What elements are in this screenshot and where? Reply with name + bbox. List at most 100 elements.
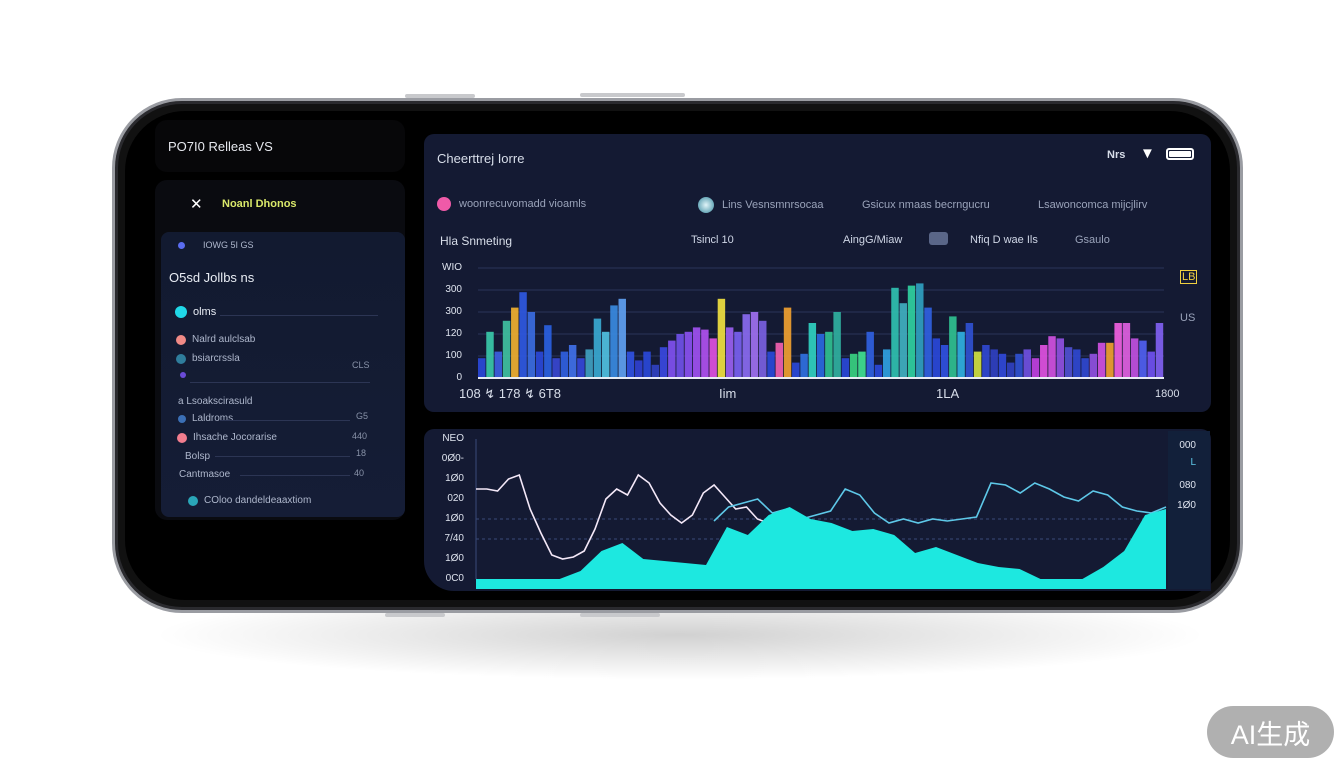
status-line: IOWG 5I GS — [178, 240, 254, 250]
y-tick-label: 0 — [456, 372, 462, 383]
status-text: IOWG 5I GS — [203, 240, 254, 250]
wifi-icon: ▼ — [1140, 145, 1155, 162]
menu-title: Noanl Dhonos — [222, 198, 297, 210]
bar — [709, 338, 717, 378]
bar — [949, 316, 957, 378]
bar — [593, 318, 602, 378]
bar — [998, 353, 1007, 378]
bar — [1089, 353, 1098, 378]
right-scale — [1168, 431, 1210, 589]
battery-icon — [1166, 148, 1194, 160]
y-tick-label: 0Ø0- — [441, 453, 464, 464]
x-tick-label: 108 ↯ 178 ↯ 6T8 — [459, 386, 562, 401]
y-tick-label: 100 — [445, 350, 462, 361]
area-series — [476, 507, 1166, 589]
bar — [486, 331, 494, 378]
panel-title: Cheerttrej Iorre — [437, 151, 525, 166]
list-item[interactable]: Cantmasoe — [179, 469, 231, 480]
bar — [866, 331, 874, 378]
bar — [494, 351, 502, 378]
bar — [601, 331, 610, 378]
list-item[interactable]: Bolsp — [185, 451, 211, 462]
bar — [535, 351, 544, 378]
x-tick-label: 1800 — [1155, 388, 1180, 400]
legend-dot-icon — [437, 197, 451, 211]
bar — [957, 331, 965, 378]
column-header: Nfiq D wae Ils — [970, 234, 1038, 246]
list-item-value: G5 — [356, 411, 369, 421]
bar — [1106, 342, 1114, 378]
bar — [982, 345, 990, 378]
bar — [560, 351, 569, 378]
bar — [1064, 347, 1073, 378]
list-item-value: 440 — [352, 431, 368, 441]
bar — [1139, 340, 1147, 378]
bar — [577, 358, 585, 378]
bar — [519, 292, 527, 378]
legend-item[interactable]: Lins Vesnsmnrsocaa — [698, 197, 824, 213]
side-button — [580, 613, 660, 617]
list-item[interactable]: Laldroms — [178, 413, 233, 424]
bar — [1015, 353, 1023, 378]
bar — [618, 298, 626, 378]
bar — [882, 349, 891, 378]
divider — [220, 315, 378, 316]
divider — [220, 420, 350, 421]
bar — [775, 342, 784, 378]
camera-icon[interactable] — [929, 232, 948, 245]
bar — [552, 358, 560, 378]
group-icon — [175, 306, 187, 318]
status-text: Nrs — [1107, 149, 1126, 161]
bar — [767, 351, 775, 378]
legend-item[interactable]: woonrecuvomadd vioamls — [437, 197, 586, 211]
bar — [1031, 358, 1040, 378]
list-item[interactable]: Ihsache Jocorarise — [177, 432, 277, 443]
bar — [701, 329, 709, 378]
list-item[interactable] — [180, 372, 186, 378]
bar — [478, 358, 486, 378]
y-tick-label: 0C0 — [445, 573, 464, 584]
list-item[interactable]: a Lsoakscirasuld — [178, 396, 253, 407]
bar — [585, 349, 593, 378]
y-tick-label: 7/40 — [444, 533, 464, 544]
bar — [932, 338, 941, 378]
x-tick-label: 1LA — [936, 386, 960, 401]
bar — [759, 320, 767, 378]
bar — [502, 320, 511, 378]
bar — [725, 327, 734, 378]
bar — [924, 307, 932, 378]
side-button — [385, 613, 445, 617]
bar — [626, 351, 635, 378]
group-label: olms — [175, 306, 216, 318]
y-tick-label: 1Ø0 — [445, 553, 464, 564]
close-icon[interactable]: ✕ — [190, 196, 203, 213]
legend-item[interactable]: Lsawoncomca mijcjlirv — [1038, 199, 1148, 211]
list-item[interactable]: bsiarcrssla — [176, 353, 240, 364]
x-tick-label: Iim — [719, 386, 737, 401]
list-item[interactable]: COloo dandeldeaaxtiom — [188, 495, 311, 506]
legend-item[interactable]: Gsicux nmaas becrngucru — [862, 199, 990, 211]
bar — [750, 312, 759, 378]
bar — [940, 345, 949, 378]
bar — [544, 325, 552, 378]
bar-chart — [478, 267, 1164, 379]
bar — [692, 327, 701, 378]
bar — [808, 323, 817, 378]
list-item[interactable]: Nalrd aulclsab — [176, 334, 255, 345]
bar — [511, 307, 519, 378]
column-header: Hla Snmeting — [440, 234, 513, 248]
globe-icon — [698, 197, 714, 213]
bar — [684, 331, 693, 378]
line-chart — [475, 439, 1167, 589]
bar — [1122, 323, 1131, 378]
bar — [643, 351, 651, 378]
bar — [1023, 349, 1031, 378]
bar — [1130, 338, 1139, 378]
bar — [965, 323, 974, 378]
bar — [717, 298, 726, 378]
y-tick-label: 1Ø0 — [445, 513, 464, 524]
bar — [899, 303, 907, 378]
sidebar-list — [161, 232, 405, 517]
y-tick-label: 120 — [445, 328, 462, 339]
column-header: Tsincl 10 — [691, 234, 734, 246]
